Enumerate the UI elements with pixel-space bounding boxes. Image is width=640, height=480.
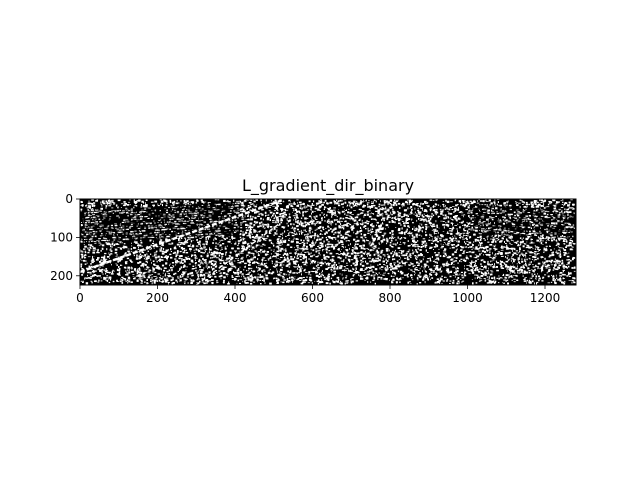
y-tick-label: 0 bbox=[65, 192, 73, 206]
x-tick-label: 1200 bbox=[530, 291, 561, 305]
x-tick-label: 200 bbox=[146, 291, 169, 305]
x-tick-label: 1000 bbox=[452, 291, 483, 305]
x-axis: 0 200 400 600 800 1000 1200 bbox=[76, 285, 560, 305]
x-tick-label: 400 bbox=[224, 291, 247, 305]
x-tick-label: 600 bbox=[301, 291, 324, 305]
y-tick-label: 200 bbox=[50, 269, 73, 283]
image-line-artifacts bbox=[79, 199, 577, 286]
binary-image bbox=[79, 199, 577, 286]
x-tick-label: 800 bbox=[379, 291, 402, 305]
plot-title: L_gradient_dir_binary bbox=[242, 176, 414, 196]
image-frame bbox=[79, 198, 577, 286]
y-tick-label: 100 bbox=[50, 230, 73, 244]
x-tick-label: 0 bbox=[76, 291, 84, 305]
y-axis: 0 100 200 bbox=[50, 192, 80, 283]
